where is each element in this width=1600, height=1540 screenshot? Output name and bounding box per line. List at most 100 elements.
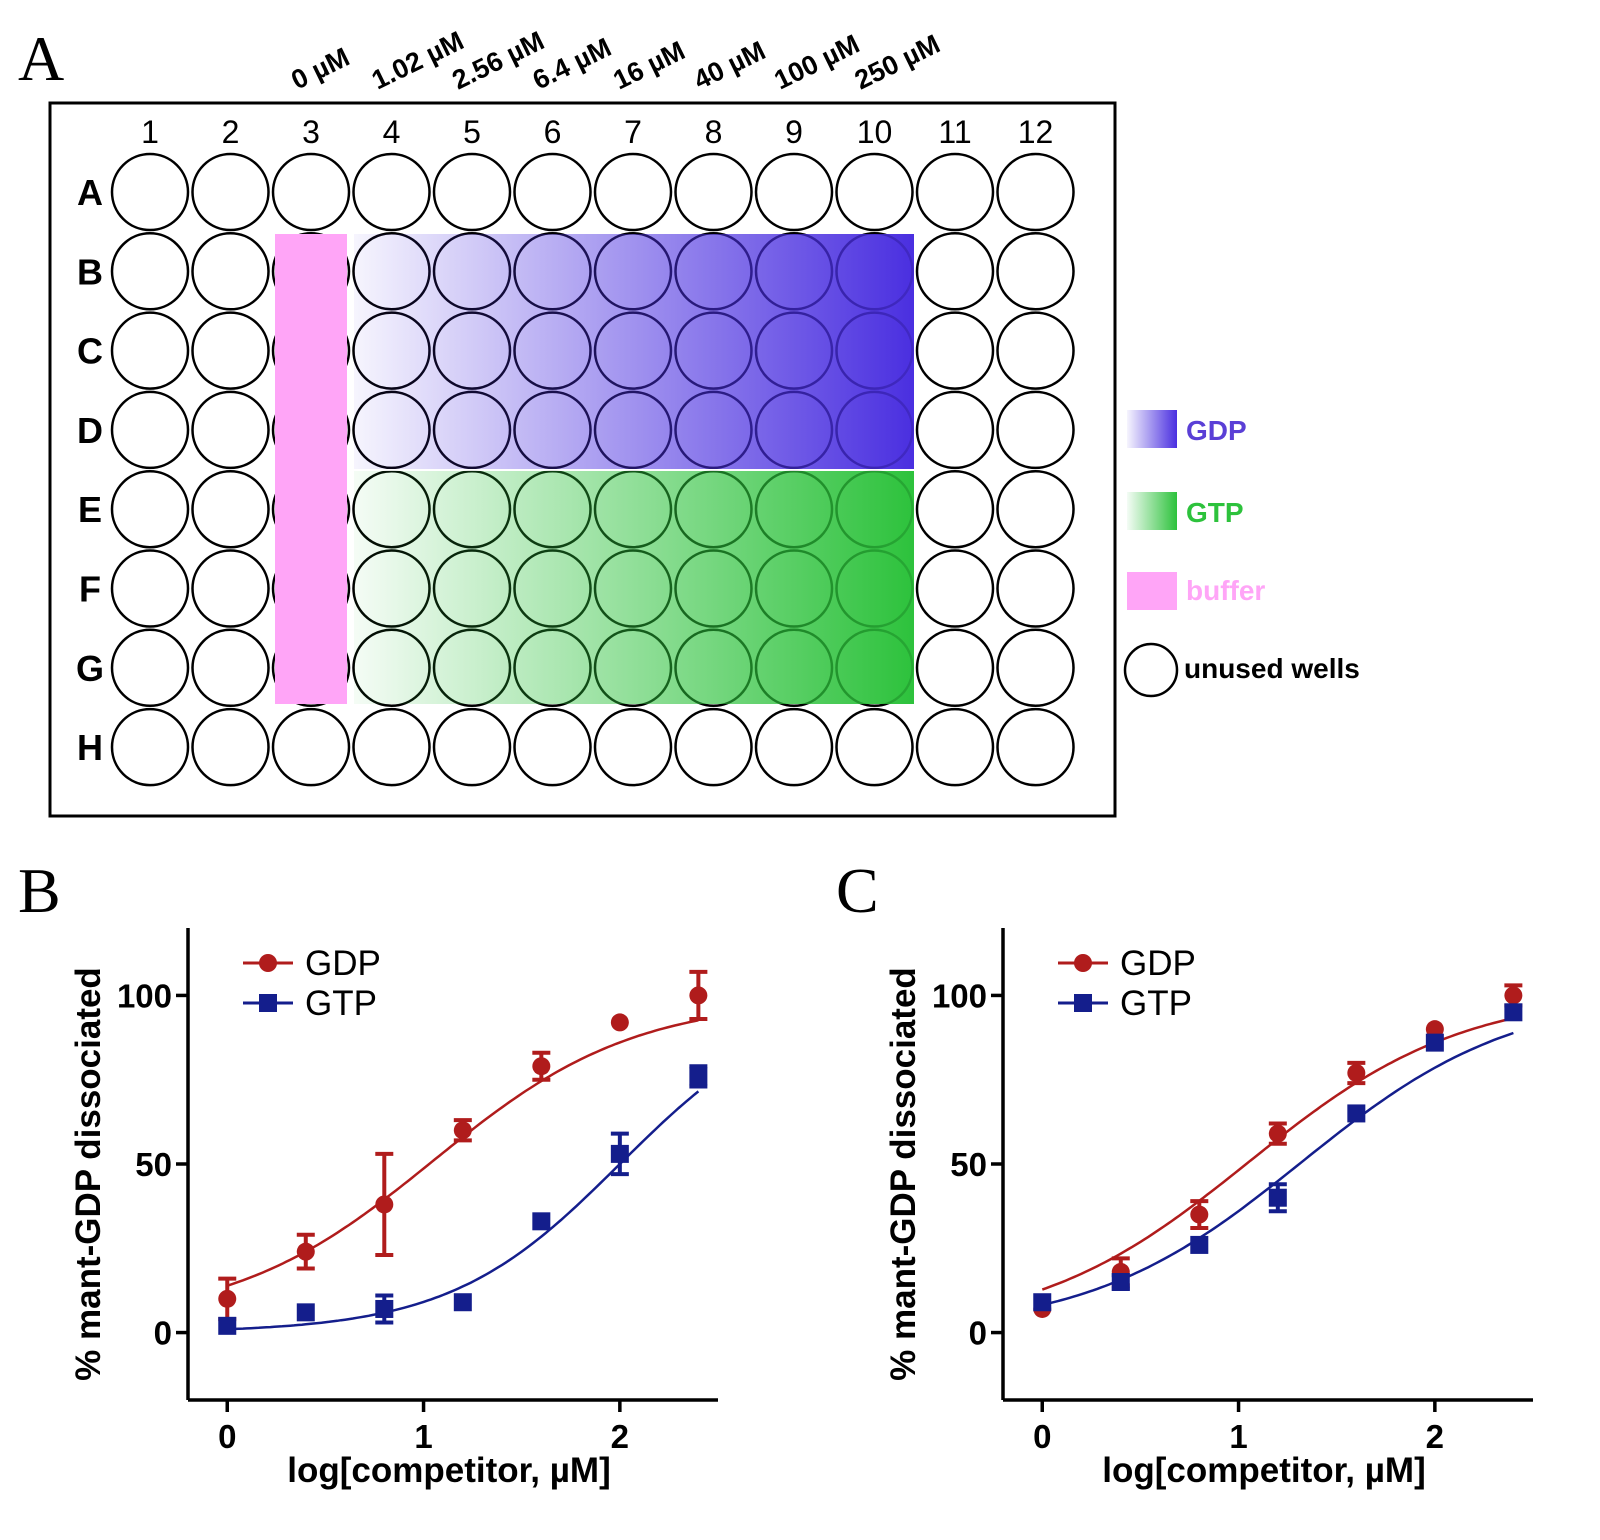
y-tick-label: 100 bbox=[932, 977, 987, 1014]
well-A12 bbox=[996, 152, 1075, 232]
well-outline-B6 bbox=[513, 232, 592, 311]
well-H9 bbox=[754, 707, 834, 787]
well-A4 bbox=[352, 152, 431, 232]
well-outline-D10 bbox=[835, 390, 914, 470]
column-label-12: 12 bbox=[1018, 114, 1054, 150]
well-G12 bbox=[996, 628, 1075, 708]
well-outline-B8 bbox=[674, 232, 753, 311]
data-point bbox=[1111, 1273, 1130, 1291]
well-outline-G9 bbox=[754, 628, 834, 708]
legend-label: GDP bbox=[1120, 944, 1196, 983]
gdp-gradient-overlay bbox=[354, 234, 914, 470]
data-point bbox=[532, 1212, 551, 1231]
well-outline-C7 bbox=[593, 311, 673, 390]
well-H10 bbox=[835, 707, 914, 787]
x-tick-label: 1 bbox=[1229, 1418, 1247, 1455]
buffer-overlay bbox=[275, 234, 347, 704]
panel-a-label: A bbox=[18, 23, 64, 94]
well-outline-G5 bbox=[432, 628, 512, 708]
well-A3 bbox=[271, 152, 351, 232]
well-E12 bbox=[996, 469, 1075, 549]
well-F11 bbox=[915, 549, 995, 628]
well-outline-F8 bbox=[674, 549, 753, 628]
well-outline-B7 bbox=[593, 232, 673, 311]
column-label-10: 10 bbox=[857, 114, 893, 150]
well-C1 bbox=[110, 311, 190, 390]
well-G1 bbox=[110, 628, 190, 708]
well-outline-D9 bbox=[754, 390, 834, 470]
well-H4 bbox=[352, 707, 431, 787]
column-label-1: 1 bbox=[141, 114, 159, 150]
row-label-B: B bbox=[77, 251, 103, 292]
well-A1 bbox=[110, 152, 190, 232]
concentration-label: 250 µM bbox=[850, 29, 945, 96]
well-outline-C6 bbox=[513, 311, 592, 390]
well-outline-B10 bbox=[835, 232, 914, 311]
legend-buffer-label: buffer bbox=[1186, 575, 1265, 606]
data-point bbox=[296, 1303, 315, 1322]
data-point bbox=[689, 1067, 708, 1086]
concentration-label: 16 µM bbox=[608, 35, 689, 95]
well-outline-F5 bbox=[432, 549, 512, 628]
legend-label: GTP bbox=[1120, 984, 1192, 1023]
data-point bbox=[375, 1299, 394, 1318]
column-label-7: 7 bbox=[624, 114, 642, 150]
well-D12 bbox=[996, 390, 1075, 470]
well-B2 bbox=[191, 232, 270, 311]
well-D1 bbox=[110, 390, 190, 470]
legend-marker bbox=[259, 994, 277, 1012]
well-outline-E9 bbox=[754, 469, 834, 549]
data-point bbox=[532, 1057, 551, 1076]
well-outline-F9 bbox=[754, 549, 834, 628]
data-point bbox=[1268, 1188, 1287, 1207]
well-H8 bbox=[674, 707, 753, 787]
well-E2 bbox=[191, 469, 270, 549]
y-tick-label: 50 bbox=[135, 1146, 172, 1183]
concentration-label: 40 µM bbox=[689, 35, 770, 95]
well-outline-E5 bbox=[432, 469, 512, 549]
well-H11 bbox=[915, 707, 995, 787]
column-label-9: 9 bbox=[785, 114, 803, 150]
column-label-8: 8 bbox=[705, 114, 723, 150]
data-point bbox=[375, 1195, 394, 1214]
legend-marker bbox=[259, 954, 277, 972]
well-outline-G4 bbox=[352, 628, 431, 708]
x-tick-label: 2 bbox=[1426, 1418, 1444, 1455]
well-outline-E10 bbox=[835, 469, 914, 549]
data-point bbox=[453, 1121, 472, 1140]
column-label-4: 4 bbox=[383, 114, 401, 150]
well-A7 bbox=[593, 152, 673, 232]
series-gtp: GTP bbox=[218, 984, 708, 1335]
concentration-label: 100 µM bbox=[769, 29, 864, 96]
data-point bbox=[1190, 1235, 1209, 1254]
concentration-label: 2.56 µM bbox=[447, 25, 548, 95]
series-gdp: GDP bbox=[1033, 944, 1523, 1318]
x-axis-label: log[competitor, µM] bbox=[1102, 1451, 1425, 1490]
data-point bbox=[1033, 1293, 1052, 1312]
y-axis-label: % mant-GDP dissociated bbox=[884, 967, 923, 1381]
well-H1 bbox=[110, 707, 190, 787]
well-outline-G8 bbox=[674, 628, 753, 708]
data-point bbox=[1268, 1124, 1287, 1143]
series-gtp: GTP bbox=[1033, 984, 1523, 1312]
y-axis-label: % mant-GDP dissociated bbox=[69, 967, 108, 1381]
well-outline-D7 bbox=[593, 390, 673, 470]
well-outline-D8 bbox=[674, 390, 753, 470]
x-axis-label: log[competitor, µM] bbox=[287, 1451, 610, 1490]
well-H12 bbox=[996, 707, 1075, 787]
legend-buffer-swatch bbox=[1127, 572, 1177, 610]
well-F1 bbox=[110, 549, 190, 628]
legend-label: GTP bbox=[305, 984, 377, 1023]
well-outline-C10 bbox=[835, 311, 914, 390]
well-C11 bbox=[915, 311, 995, 390]
well-H5 bbox=[432, 707, 512, 787]
well-F2 bbox=[191, 549, 270, 628]
row-label-C: C bbox=[77, 331, 103, 372]
row-label-A: A bbox=[77, 172, 103, 213]
well-G2 bbox=[191, 628, 270, 708]
